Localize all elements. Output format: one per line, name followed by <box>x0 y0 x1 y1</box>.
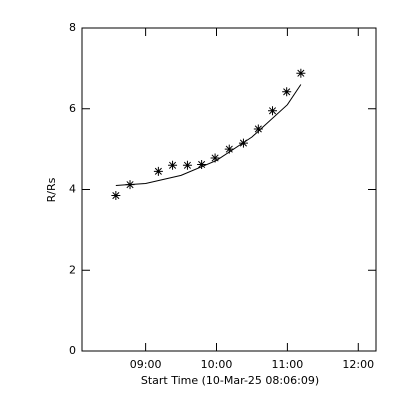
y-tick-label: 0 <box>69 344 76 357</box>
y-tick-label: 4 <box>69 183 76 196</box>
data-point <box>224 144 234 154</box>
data-point <box>253 124 263 134</box>
data-point <box>296 68 306 78</box>
data-point <box>238 138 248 148</box>
y-tick-label: 8 <box>69 21 76 34</box>
y-tick-label: 2 <box>69 263 76 276</box>
x-tick-label: 09:00 <box>130 358 162 371</box>
data-point <box>268 106 278 116</box>
y-axis-label: R/Rs <box>45 177 58 202</box>
x-tick-label: 10:00 <box>201 358 233 371</box>
plot-frame <box>81 27 377 352</box>
fit-line <box>115 84 302 186</box>
data-point <box>182 160 192 170</box>
x-tick-label: 12:00 <box>342 358 374 371</box>
x-tick-label: 11:00 <box>272 358 304 371</box>
x-axis-label: Start Time (10-Mar-25 08:06:09) <box>141 374 319 387</box>
data-point <box>153 166 163 176</box>
data-point <box>111 191 121 201</box>
data-point <box>168 160 178 170</box>
y-tick-label: 6 <box>69 102 76 115</box>
data-point <box>125 180 135 190</box>
data-point <box>210 153 220 163</box>
data-point <box>282 87 292 97</box>
data-point <box>197 159 207 169</box>
